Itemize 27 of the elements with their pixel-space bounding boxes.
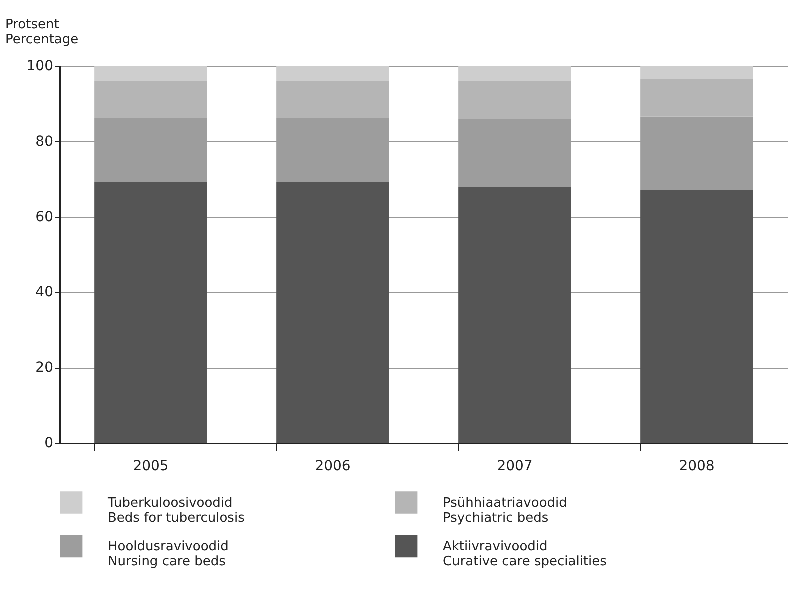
x-tick-label: 2008	[679, 458, 715, 474]
y-tick-label: 60	[36, 209, 54, 226]
x-tick-label: 2007	[497, 458, 533, 474]
legend-label: Aktiivravivoodid Curative care specialities	[443, 540, 608, 570]
bar	[458, 66, 572, 82]
y-tick-label: 0	[44, 436, 54, 452]
bar	[276, 81, 390, 118]
bar	[458, 187, 572, 443]
bar	[640, 190, 754, 443]
bar	[94, 81, 208, 118]
bar	[640, 66, 754, 80]
y-tick-label: 100	[26, 58, 54, 74]
y-tick-label: 80	[36, 134, 54, 150]
x-tick-label: 2006	[315, 458, 351, 474]
x-tick-label: 2005	[133, 458, 169, 474]
legend-label: Tuberkuloosivoodid Beds for tuberculosis	[107, 496, 246, 526]
bar	[94, 182, 208, 443]
bar	[640, 79, 754, 117]
y-axis-title: Protsent Percentage	[6, 18, 79, 48]
y-tick-label: 20	[36, 360, 54, 376]
y-tick-label: 40	[36, 284, 54, 301]
legend-label: Psühhiaatriavoodid Psychiatric beds	[443, 496, 568, 526]
bar	[276, 66, 390, 82]
bar	[276, 182, 390, 443]
legend-label: Hooldusravivoodid Nursing care beds	[108, 540, 229, 570]
bar	[458, 81, 572, 120]
bar	[94, 66, 208, 82]
